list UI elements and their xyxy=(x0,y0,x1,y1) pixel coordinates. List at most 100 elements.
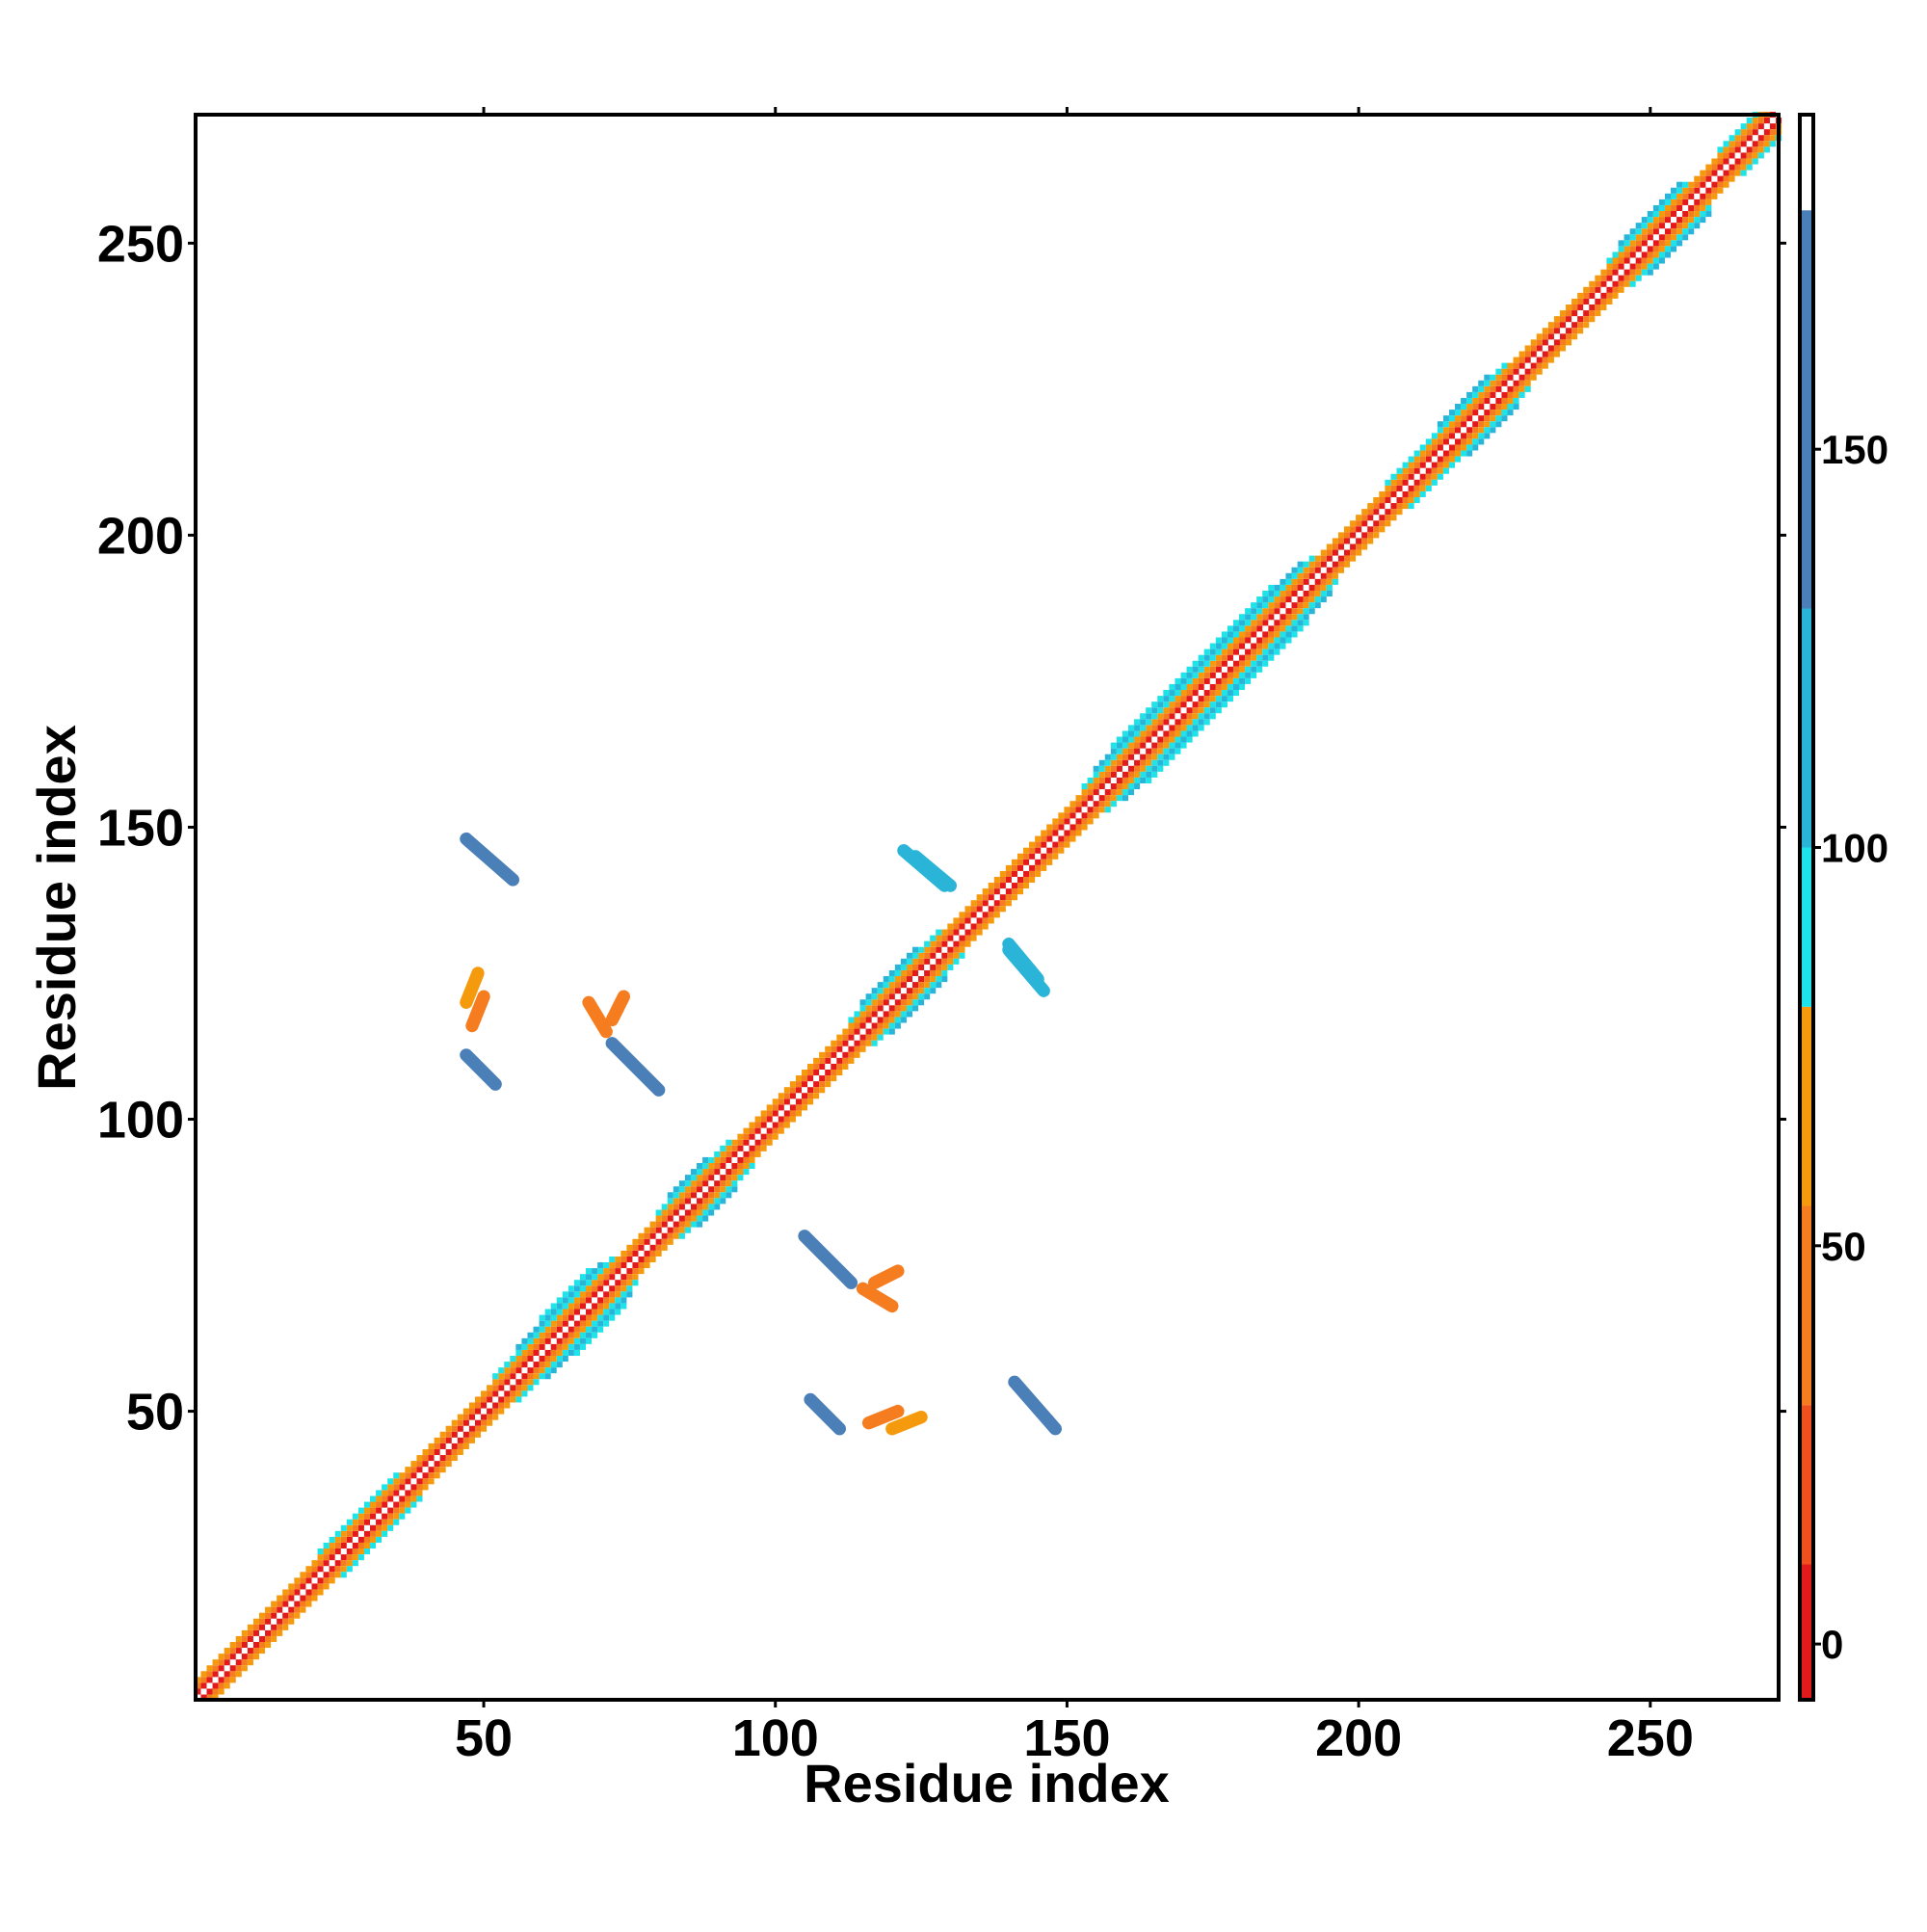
cell xyxy=(1524,385,1531,392)
cell xyxy=(766,1110,773,1117)
cell xyxy=(1700,170,1706,176)
cell xyxy=(859,1045,866,1052)
cell xyxy=(568,1343,574,1350)
cell xyxy=(690,1204,698,1210)
cell xyxy=(1058,824,1065,831)
cell xyxy=(235,1671,242,1678)
cell xyxy=(510,1385,516,1391)
cell xyxy=(376,1507,383,1514)
cell xyxy=(1746,118,1753,124)
cell xyxy=(1623,280,1630,287)
cell xyxy=(1262,602,1269,609)
cell xyxy=(697,1162,703,1170)
cell xyxy=(1717,187,1724,194)
cell xyxy=(1530,374,1537,381)
cell xyxy=(924,940,931,947)
cell xyxy=(1245,637,1252,644)
cell xyxy=(1098,771,1105,778)
cell xyxy=(1623,251,1630,258)
cell xyxy=(1448,456,1456,463)
cell xyxy=(363,1507,371,1514)
cell xyxy=(1402,473,1409,480)
cell xyxy=(1041,853,1047,860)
cell xyxy=(510,1390,516,1397)
cell xyxy=(515,1379,522,1386)
cell xyxy=(363,1513,371,1520)
cell xyxy=(1390,515,1397,521)
cell xyxy=(585,1309,593,1315)
cell xyxy=(481,1425,488,1432)
cell xyxy=(585,1285,593,1292)
cell xyxy=(632,1244,639,1251)
cell xyxy=(970,900,977,907)
cell xyxy=(924,982,931,989)
cell xyxy=(1140,736,1147,743)
cell xyxy=(1694,223,1701,229)
cell xyxy=(831,1051,837,1058)
cell xyxy=(953,917,960,924)
y-tick-label: 150 xyxy=(97,799,184,857)
cell xyxy=(1221,696,1227,702)
cell xyxy=(649,1221,656,1228)
cell xyxy=(329,1548,335,1555)
cell xyxy=(993,912,1000,918)
cell xyxy=(1495,385,1502,392)
cell xyxy=(947,952,954,959)
cell xyxy=(714,1186,721,1193)
cell xyxy=(1688,193,1695,199)
cell xyxy=(918,946,925,953)
cell xyxy=(999,876,1006,884)
cell xyxy=(1251,648,1257,655)
cell xyxy=(1688,211,1695,218)
colorbar-tick-label: 50 xyxy=(1821,1224,1866,1269)
cell xyxy=(1547,351,1554,357)
cell xyxy=(644,1250,650,1257)
cell xyxy=(1507,385,1514,392)
cell xyxy=(789,1093,796,1099)
cell xyxy=(481,1414,488,1420)
cell xyxy=(888,982,895,989)
cell xyxy=(556,1297,563,1304)
cell xyxy=(1671,198,1677,205)
cell xyxy=(1291,578,1298,585)
cell xyxy=(807,1075,814,1082)
cell xyxy=(813,1081,820,1088)
cell xyxy=(1647,223,1653,229)
cell xyxy=(609,1262,616,1269)
cell xyxy=(329,1572,335,1578)
cell xyxy=(783,1098,790,1105)
cell xyxy=(1052,853,1059,860)
cell xyxy=(1146,730,1152,737)
cell xyxy=(370,1536,377,1543)
cell xyxy=(859,1005,866,1012)
cell xyxy=(1437,427,1443,434)
cell xyxy=(702,1204,709,1210)
cell xyxy=(1652,251,1659,258)
cell xyxy=(836,1040,843,1046)
cell xyxy=(743,1127,750,1134)
cell xyxy=(405,1501,411,1508)
cell xyxy=(363,1536,371,1543)
cell xyxy=(959,946,965,953)
cell xyxy=(912,969,919,977)
cell xyxy=(235,1648,242,1654)
cell xyxy=(789,1110,796,1117)
patch xyxy=(868,1264,905,1289)
cell xyxy=(976,900,983,907)
cell xyxy=(888,1022,895,1029)
cell xyxy=(1104,765,1111,772)
cell xyxy=(638,1244,645,1251)
cell xyxy=(1239,631,1246,638)
cell xyxy=(585,1291,593,1298)
cell xyxy=(1215,666,1222,673)
cell xyxy=(936,935,942,941)
cell xyxy=(305,1577,312,1584)
cell xyxy=(1268,590,1275,597)
cell xyxy=(900,999,907,1006)
cell xyxy=(1694,175,1701,182)
cell xyxy=(918,988,925,994)
cell xyxy=(1332,538,1338,544)
cell xyxy=(229,1665,236,1672)
cell xyxy=(1413,479,1420,486)
cell xyxy=(370,1501,377,1508)
